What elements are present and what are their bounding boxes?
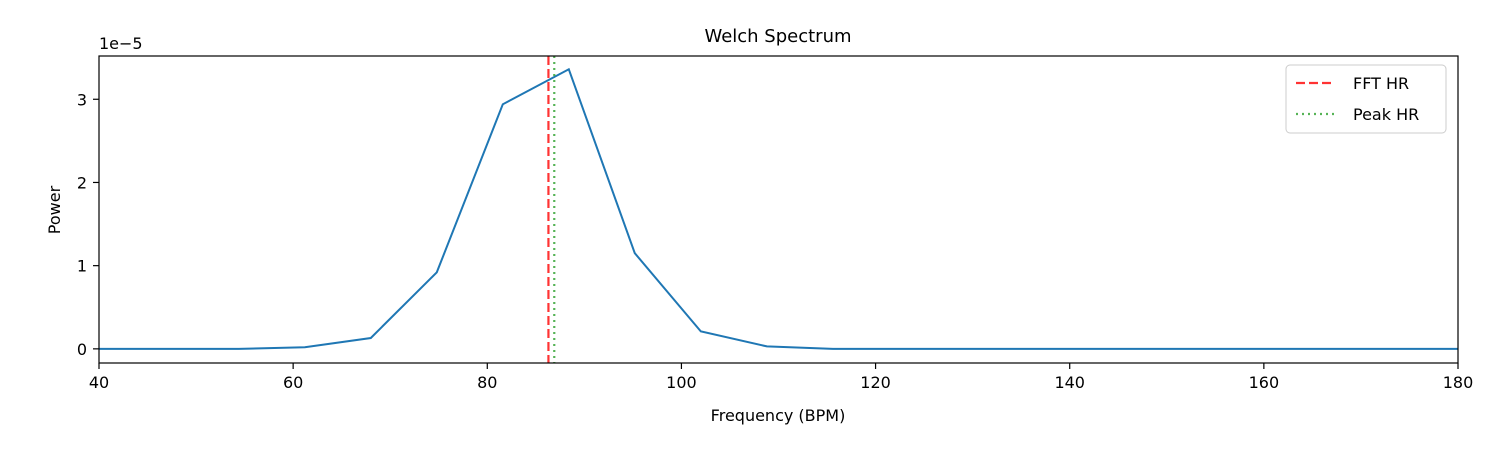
plot-lines [99, 56, 1458, 363]
x-tick-label: 140 [1054, 373, 1085, 392]
x-tick-label: 180 [1443, 373, 1474, 392]
legend: FFT HR Peak HR [1285, 64, 1447, 134]
x-tick-label: 100 [666, 373, 697, 392]
y-tick-label: 3 [77, 90, 87, 109]
series-line-0 [99, 67, 1458, 350]
plot-frame [98, 55, 1459, 364]
x-tick-label: 80 [477, 373, 497, 392]
legend-label: Peak HR [1353, 105, 1419, 124]
x-axis-label: Frequency (BPM) [711, 406, 846, 425]
x-tick-label: 120 [860, 373, 891, 392]
x-tick-label: 60 [283, 373, 303, 392]
y-axis-label: Power [45, 185, 64, 234]
x-tick-label: 160 [1249, 373, 1280, 392]
x-axis-ticks: 40 60 80 100 120 140 160 180 [89, 363, 1473, 392]
y-tick-label: 2 [77, 173, 87, 192]
y-tick-label: 1 [77, 257, 87, 276]
x-tick-label: 40 [89, 373, 109, 392]
y-tick-label: 0 [77, 340, 87, 359]
y-axis-offset-text: 1e−5 [99, 34, 143, 53]
y-axis-ticks: 0 1 2 3 [77, 90, 99, 359]
legend-label: FFT HR [1353, 74, 1409, 93]
chart-title: Welch Spectrum [704, 26, 851, 47]
